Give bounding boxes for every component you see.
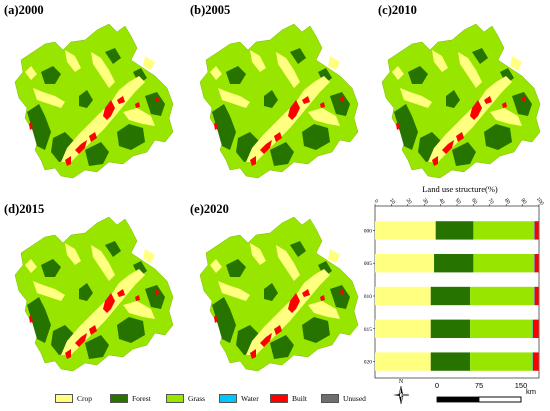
bar-segment-built-2020 (533, 352, 539, 370)
bar-segment-built-2005 (535, 254, 539, 272)
bar-segment-forest-2020 (431, 352, 470, 370)
bar-segment-grass-2015 (470, 320, 532, 338)
x-tick-label: 10 (388, 197, 396, 205)
scale-unit: km (526, 387, 536, 396)
x-tick-label: 20 (405, 197, 413, 205)
x-tick-label: 70 (487, 197, 495, 205)
scale-tick-0: 0 (435, 381, 439, 390)
bar-segment-built-2015 (533, 320, 539, 338)
bar-segment-crop-2020 (375, 352, 431, 370)
legend-swatch-unused (321, 394, 339, 403)
y-tick-label-2020: 2020 (364, 360, 372, 366)
scale-bar: 0 75 150 km (432, 380, 550, 406)
legend-label-built: Built (292, 394, 307, 403)
legend-swatch-crop (55, 394, 73, 403)
bar-segment-grass-2005 (473, 254, 534, 272)
legend-label-forest: Forest (132, 394, 151, 403)
legend-label-unused: Unused (343, 394, 366, 403)
x-tick-label: 40 (437, 197, 445, 205)
legend-label-crop: Crop (77, 394, 92, 403)
bar-segment-forest-2010 (431, 287, 470, 305)
bar-segment-built-2000 (535, 221, 539, 239)
land-use-map-2015 (5, 205, 180, 380)
bar-segment-forest-2000 (436, 221, 474, 239)
legend-item-forest: Forest (110, 392, 151, 404)
legend-swatch-forest (110, 394, 128, 403)
bar-segment-crop-2005 (375, 254, 434, 272)
land-use-map-2005 (190, 12, 365, 187)
land-use-structure-chart: 0 10 20 30 40 50 60 70 80 90 100 2000 2005 2010 2015 20… (364, 192, 550, 382)
land-use-map-2020 (190, 205, 365, 380)
x-tick-label: 30 (421, 197, 429, 205)
legend-swatch-built (270, 394, 288, 403)
bar-segment-grass-2000 (473, 221, 534, 239)
x-tick-label: 50 (454, 197, 462, 205)
legend-label-grass: Grass (188, 394, 205, 403)
bar-segment-grass-2020 (470, 352, 532, 370)
x-tick-label: 90 (519, 197, 527, 205)
north-label: N (399, 379, 404, 385)
legend-item-unused: Unused (321, 392, 366, 404)
x-tick-label: 60 (470, 197, 478, 205)
bar-segment-crop-2010 (375, 287, 431, 305)
land-use-map-2000 (5, 12, 180, 187)
y-tick-label-2010: 2010 (364, 294, 372, 300)
y-tick-label-2005: 2005 (364, 261, 372, 267)
legend-swatch-water (219, 394, 237, 403)
legend-item-built: Built (270, 392, 307, 404)
bar-segment-built-2010 (535, 287, 539, 305)
land-use-map-2010 (372, 12, 547, 187)
legend-label-water: Water (241, 394, 259, 403)
x-tick-label: 100 (535, 196, 545, 206)
x-tick-label: 80 (503, 197, 511, 205)
legend-swatch-grass (166, 394, 184, 403)
y-tick-label-2000: 2000 (364, 228, 372, 234)
y-tick-label-2015: 2015 (364, 327, 372, 333)
legend-item-crop: Crop (55, 392, 92, 404)
north-arrow-icon: N (393, 377, 409, 405)
legend-item-water: Water (219, 392, 259, 404)
legend-item-grass: Grass (166, 392, 205, 404)
x-tick-label: 0 (373, 199, 380, 205)
bar-segment-crop-2015 (375, 320, 431, 338)
bar-segment-grass-2010 (470, 287, 534, 305)
bar-segment-crop-2000 (375, 221, 436, 239)
bar-segment-forest-2015 (431, 320, 470, 338)
scale-tick-75: 75 (475, 381, 483, 390)
bar-segment-forest-2005 (434, 254, 473, 272)
